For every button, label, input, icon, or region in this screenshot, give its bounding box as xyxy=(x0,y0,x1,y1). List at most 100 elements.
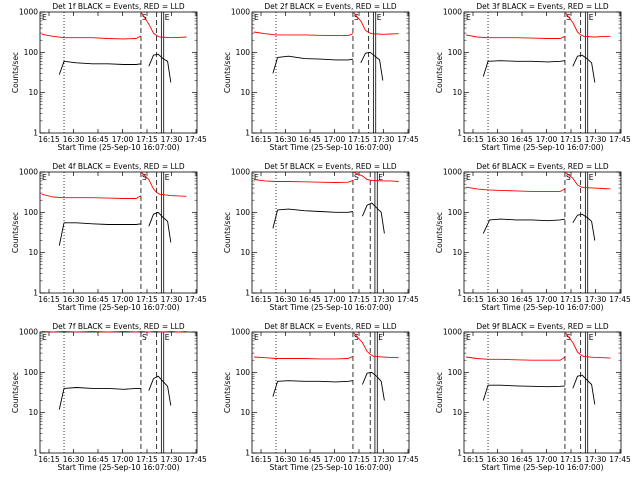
x-tick-label: 17:30 xyxy=(585,135,607,144)
y-tick-label: 10 xyxy=(240,248,250,257)
chart-panel-6: Det 6f BLACK = Events, RED = LLD 1 10 100 10… xyxy=(435,162,631,312)
chart-panel-3: Det 3f BLACK = Events, RED = LLD 1 10 100 10… xyxy=(435,2,631,152)
series-events-segment-2 xyxy=(361,202,385,234)
x-tick-label: 17:30 xyxy=(585,455,607,464)
marker-label: E xyxy=(254,333,259,342)
y-tick-label: 1 xyxy=(33,449,38,458)
series-lld-segment-1 xyxy=(41,193,142,199)
x-tick-label: 17:00 xyxy=(536,135,558,144)
x-tick-label: 17:45 xyxy=(609,295,631,304)
series-events-segment-1 xyxy=(58,222,142,246)
y-tick-label: 10 xyxy=(28,248,38,257)
x-tick-label: 17:00 xyxy=(112,455,134,464)
marker-label: E xyxy=(254,13,259,22)
series-lld-segment-1 xyxy=(41,330,142,333)
x-tick-label: 17:30 xyxy=(585,295,607,304)
y-axis-label: Counts/sec xyxy=(223,52,232,93)
x-tick-label: 16:45 xyxy=(299,135,321,144)
y-tick-label: 100 xyxy=(448,48,463,57)
y-tick-label: 1000 xyxy=(231,8,250,17)
series-events-segment-2 xyxy=(572,213,596,241)
plot-frame xyxy=(39,331,198,454)
y-tick-label: 100 xyxy=(448,208,463,217)
series-events-segment-1 xyxy=(482,60,566,77)
y-tick-label: 100 xyxy=(236,208,251,217)
series-lld-segment-1 xyxy=(253,31,354,37)
x-tick-label: 17:45 xyxy=(185,455,207,464)
x-axis-label: Start Time (25-Sep-10 16:07:00) xyxy=(270,143,392,152)
x-tick-label: 16:30 xyxy=(487,295,509,304)
series-events-segment-1 xyxy=(482,384,566,401)
y-tick-label: 1000 xyxy=(19,8,38,17)
x-tick-label: 17:30 xyxy=(373,135,395,144)
chart-title: Det 5f BLACK = Events, RED = LLD xyxy=(264,162,397,171)
marker-label: E xyxy=(589,333,594,342)
chart-panel-5: Det 5f BLACK = Events, RED = LLD 1 10 100 10… xyxy=(223,162,419,312)
x-tick-label: 17:15 xyxy=(136,455,158,464)
x-tick-label: 16:15 xyxy=(250,135,272,144)
marker-label: S xyxy=(354,13,359,22)
y-axis-label: Counts/sec xyxy=(435,52,444,93)
series-events-segment-1 xyxy=(482,218,566,234)
plot-frame xyxy=(39,11,198,134)
x-tick-label: 17:45 xyxy=(185,295,207,304)
y-tick-label: 1 xyxy=(245,449,250,458)
x-tick-label: 16:45 xyxy=(511,455,533,464)
x-tick-label: 17:15 xyxy=(560,455,582,464)
series-lld-segment-2 xyxy=(564,171,611,190)
series-events-segment-2 xyxy=(572,374,596,405)
x-tick-label: 17:00 xyxy=(324,455,346,464)
x-tick-label: 16:30 xyxy=(487,135,509,144)
marker-label: E xyxy=(589,13,594,22)
series-events-segment-2 xyxy=(572,54,596,83)
y-tick-label: 100 xyxy=(24,208,39,217)
x-tick-label: 17:45 xyxy=(609,455,631,464)
plot-frame xyxy=(251,11,410,134)
x-tick-label: 17:00 xyxy=(112,295,134,304)
y-tick-label: 1 xyxy=(457,289,462,298)
x-tick-label: 16:45 xyxy=(87,455,109,464)
y-tick-label: 1 xyxy=(457,449,462,458)
marker-label: E xyxy=(165,173,170,182)
x-tick-label: 17:15 xyxy=(348,135,370,144)
chart-title: Det 9f BLACK = Events, RED = LLD xyxy=(476,322,609,331)
y-tick-label: 1 xyxy=(245,289,250,298)
series-lld-segment-2 xyxy=(140,330,187,333)
series-events-segment-1 xyxy=(272,55,354,74)
x-tick-label: 17:45 xyxy=(397,455,419,464)
y-axis-label: Counts/sec xyxy=(11,52,20,93)
marker-label: S xyxy=(142,173,147,182)
chart-title: Det 3f BLACK = Events, RED = LLD xyxy=(476,2,609,11)
series-events-segment-2 xyxy=(361,371,385,401)
series-lld-segment-2 xyxy=(564,331,611,359)
x-tick-label: 17:30 xyxy=(161,455,183,464)
series-lld-segment-2 xyxy=(140,11,187,39)
x-axis-label: Start Time (25-Sep-10 16:07:00) xyxy=(270,463,392,472)
x-tick-label: 16:45 xyxy=(511,135,533,144)
y-tick-label: 1000 xyxy=(19,328,38,337)
series-events-segment-1 xyxy=(272,208,354,229)
y-tick-label: 100 xyxy=(236,368,251,377)
x-tick-label: 17:30 xyxy=(161,295,183,304)
x-tick-label: 17:45 xyxy=(185,135,207,144)
x-tick-label: 16:45 xyxy=(299,295,321,304)
x-tick-label: 16:30 xyxy=(487,455,509,464)
series-events-segment-1 xyxy=(58,60,142,75)
x-tick-label: 16:15 xyxy=(462,295,484,304)
y-tick-label: 10 xyxy=(28,88,38,97)
marker-label: S xyxy=(566,173,571,182)
series-lld-segment-1 xyxy=(465,34,566,39)
x-tick-label: 17:15 xyxy=(136,295,158,304)
chart-title: Det 4f BLACK = Events, RED = LLD xyxy=(52,162,185,171)
x-tick-label: 16:45 xyxy=(87,135,109,144)
x-tick-label: 17:00 xyxy=(536,455,558,464)
y-tick-label: 1 xyxy=(33,129,38,138)
x-axis-label: Start Time (25-Sep-10 16:07:00) xyxy=(270,303,392,312)
x-tick-label: 17:00 xyxy=(324,135,346,144)
x-tick-label: 16:30 xyxy=(275,295,297,304)
plot-frame xyxy=(463,171,622,294)
x-tick-label: 17:15 xyxy=(560,295,582,304)
series-lld-segment-2 xyxy=(564,11,611,38)
marker-label: E xyxy=(466,13,471,22)
